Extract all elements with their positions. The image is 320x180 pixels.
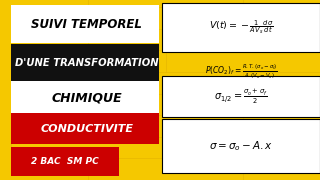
Text: $\sigma=\sigma_o-A.x$: $\sigma=\sigma_o-A.x$ — [209, 139, 273, 153]
FancyBboxPatch shape — [163, 119, 320, 173]
Text: $\sigma_{1/2}=\frac{\sigma_o+\sigma_f}{2}$: $\sigma_{1/2}=\frac{\sigma_o+\sigma_f}{2… — [214, 87, 268, 106]
FancyBboxPatch shape — [11, 81, 159, 114]
FancyBboxPatch shape — [11, 5, 159, 43]
FancyBboxPatch shape — [11, 113, 159, 144]
FancyBboxPatch shape — [11, 147, 119, 176]
Text: CONDUCTIVITE: CONDUCTIVITE — [40, 124, 133, 134]
Text: $P(CO_2)_f=\frac{R.T.(\sigma_o-\sigma_f)}{A.(V_o-V_s)}$: $P(CO_2)_f=\frac{R.T.(\sigma_o-\sigma_f)… — [205, 63, 278, 81]
Text: SUIVI TEMPOREL: SUIVI TEMPOREL — [31, 18, 142, 31]
Text: D'UNE TRANSFORMATION: D'UNE TRANSFORMATION — [15, 58, 158, 68]
FancyBboxPatch shape — [163, 76, 320, 117]
FancyBboxPatch shape — [11, 44, 159, 82]
Text: CHIMIQUE: CHIMIQUE — [52, 91, 122, 104]
FancyBboxPatch shape — [163, 3, 320, 52]
Text: $V(t)=-\frac{1}{AV_s}\frac{d\sigma}{dt}$: $V(t)=-\frac{1}{AV_s}\frac{d\sigma}{dt}$ — [209, 19, 273, 37]
Text: 2 BAC  SM PC: 2 BAC SM PC — [31, 157, 99, 166]
